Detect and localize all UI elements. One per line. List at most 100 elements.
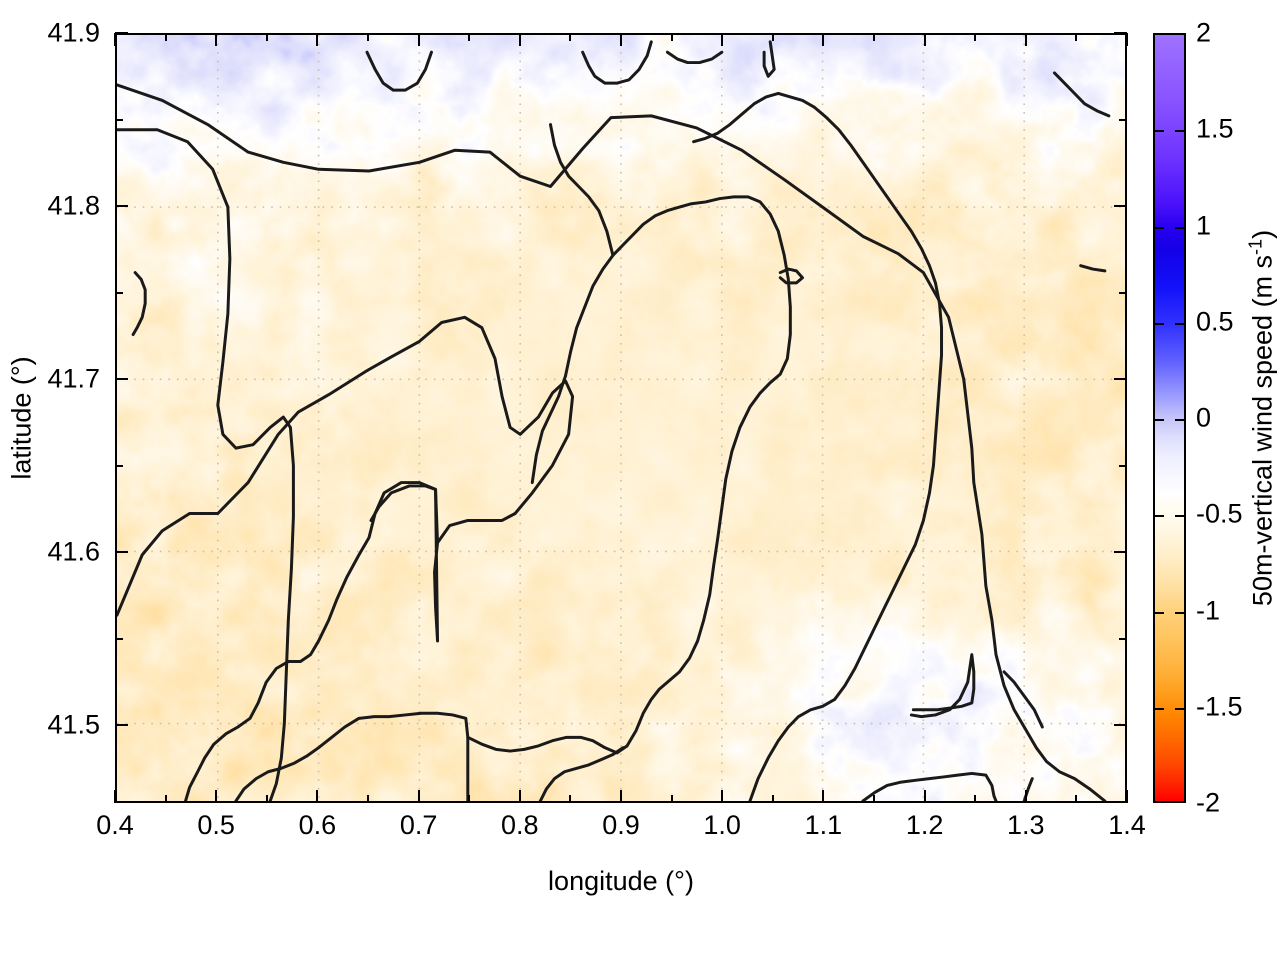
y-tick-major [115, 32, 128, 34]
x-tick-minor [771, 795, 774, 803]
grid-lines [117, 35, 1125, 801]
colorbar-tick-label: 1.5 [1196, 113, 1234, 144]
colorbar-tick-label: 2 [1196, 17, 1212, 48]
x-tick-label: 0.7 [399, 810, 438, 840]
y-tick-label: 41.9 [47, 17, 100, 48]
contour-line [748, 92, 944, 801]
x-tick-minor [873, 795, 875, 803]
x-tick-minor-top [367, 33, 369, 41]
x-tick-label: 1.4 [1108, 810, 1146, 840]
y-tick-major-right [1114, 32, 1127, 34]
x-tick-minor [164, 795, 167, 803]
x-tick-major [620, 790, 622, 803]
x-tick-minor [367, 795, 369, 803]
contour-lines [117, 40, 1111, 801]
contour-line [530, 374, 568, 485]
x-tick-minor-top [771, 33, 774, 41]
x-tick-label: 1.1 [804, 810, 843, 840]
x-tick-major [417, 790, 420, 803]
x-tick-minor [569, 795, 572, 803]
colorbar-tick-label: -0.5 [1196, 498, 1243, 529]
x-tick-label: 0.6 [298, 810, 337, 840]
x-axis-title: longitude (°) [548, 866, 694, 896]
contour-line [762, 40, 776, 78]
colorbar-tick-left [1155, 419, 1164, 421]
y-tick-minor-right [1119, 291, 1127, 294]
x-tick-label: 0.5 [197, 810, 235, 840]
x-tick-major [316, 790, 319, 803]
colorbar-tick-left [1155, 322, 1164, 325]
colorbar-title-suffix: ) [1247, 229, 1278, 239]
x-tick-major-top [1126, 33, 1128, 46]
x-tick-major [518, 790, 521, 803]
y-tick-major-right [1114, 378, 1127, 381]
contour-line [466, 195, 792, 755]
colorbar-tick [1175, 419, 1184, 421]
y-axis-title: latitude (°) [6, 356, 37, 480]
x-tick-major [215, 790, 218, 803]
contour-line [692, 92, 780, 144]
x-tick-major-top [316, 33, 319, 46]
colorbar-tick [1175, 515, 1184, 518]
y-tick-minor-right [1119, 637, 1127, 640]
x-tick-minor-top [468, 33, 471, 41]
x-tick-major [923, 790, 926, 803]
y-tick-label: 41.5 [47, 709, 100, 740]
colorbar-tick-left [1155, 130, 1164, 133]
contour-line [581, 40, 653, 85]
y-tick-minor-right [1119, 118, 1127, 121]
x-tick-major-top [923, 33, 926, 46]
contour-line [909, 653, 976, 719]
y-tick-minor [115, 118, 123, 121]
x-tick-major [1024, 790, 1027, 803]
x-tick-minor-top [1075, 33, 1078, 41]
colorbar-tick-left [1155, 611, 1164, 614]
colorbar [1153, 33, 1186, 803]
x-tick-major [114, 790, 116, 803]
colorbar-tick-label: -1.5 [1196, 691, 1243, 722]
x-tick-minor [670, 795, 673, 803]
contour-line [184, 481, 440, 801]
y-tick-major-right [1114, 551, 1127, 554]
x-tick-major-top [620, 33, 622, 46]
contour-line [1052, 71, 1111, 118]
colorbar-tick [1175, 322, 1184, 325]
x-tick-label: 0.4 [96, 810, 134, 840]
colorbar-gradient [1155, 35, 1184, 801]
colorbar-tick-left [1155, 707, 1164, 710]
x-tick-major-top [215, 33, 218, 46]
y-tick-label: 41.7 [47, 363, 100, 394]
x-tick-major [1126, 790, 1128, 803]
colorbar-tick [1175, 226, 1184, 229]
y-tick-minor [115, 637, 123, 640]
colorbar-tick-label: 0.5 [1196, 306, 1234, 337]
colorbar-tick-label: -2 [1196, 787, 1221, 818]
x-tick-minor [265, 795, 268, 803]
contour-line [665, 50, 724, 65]
x-tick-minor [1075, 795, 1078, 803]
y-tick-minor [115, 291, 123, 294]
y-tick-major [115, 378, 128, 381]
x-tick-minor-top [164, 33, 167, 41]
contour-line [234, 711, 470, 801]
x-tick-major-top [721, 33, 724, 46]
colorbar-tick [1175, 130, 1184, 133]
x-tick-label: 1.3 [1007, 810, 1045, 840]
y-tick-minor-right [1119, 464, 1127, 467]
colorbar-title-prefix: 50m-vertical wind speed (m s [1247, 254, 1278, 607]
colorbar-tick-label: 1 [1196, 210, 1212, 240]
contour-line [861, 771, 998, 801]
x-tick-label: 0.9 [602, 810, 640, 840]
y-tick-label: 41.6 [47, 536, 100, 567]
y-tick-major-right [1114, 205, 1127, 208]
colorbar-title: 50m-vertical wind speed (m s-1) [1246, 230, 1279, 606]
colorbar-title-exponent: -1 [1245, 238, 1266, 255]
x-tick-major [721, 790, 724, 803]
contour-line [548, 123, 615, 257]
x-tick-major-top [417, 33, 420, 46]
colorbar-tick [1175, 707, 1184, 710]
contour-line [131, 271, 147, 337]
x-tick-minor-top [670, 33, 673, 41]
contour-line [117, 315, 575, 643]
x-tick-minor-top [974, 33, 977, 41]
